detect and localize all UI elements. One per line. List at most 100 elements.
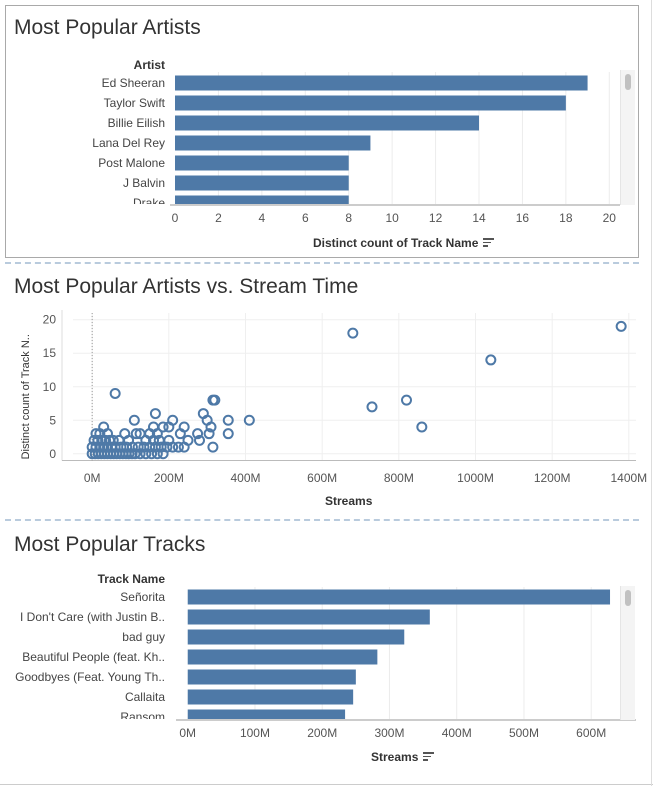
x-tick-label: 0 bbox=[172, 211, 179, 225]
scatter-x-axis-title: Streams bbox=[325, 494, 373, 508]
x-tick-label: 18 bbox=[559, 211, 573, 225]
x-tick-label: 500M bbox=[509, 726, 539, 740]
category-label: Billie Eilish bbox=[108, 116, 165, 130]
category-label: Taylor Swift bbox=[104, 96, 166, 110]
x-tick-label: 20 bbox=[603, 211, 617, 225]
category-label: Callaita bbox=[125, 690, 165, 704]
scatter-point bbox=[174, 428, 186, 440]
bar bbox=[175, 155, 349, 171]
x-tick-label: 10 bbox=[385, 211, 399, 225]
x-tick-label: 300M bbox=[374, 726, 404, 740]
x-tick-label: 600M bbox=[307, 471, 337, 485]
scatter-point bbox=[205, 421, 217, 433]
panel-divider bbox=[5, 519, 639, 521]
bar bbox=[187, 629, 405, 645]
y-tick-label: 10 bbox=[43, 380, 57, 394]
tracks-scrollbar-thumb[interactable] bbox=[625, 590, 631, 606]
x-tick-label: 200M bbox=[307, 726, 337, 740]
scatter-point bbox=[134, 448, 146, 460]
bar bbox=[187, 689, 354, 705]
scatter-point bbox=[149, 408, 161, 420]
scatter-point bbox=[90, 428, 102, 440]
artists-scrollbar[interactable] bbox=[620, 70, 635, 205]
artists-scrollbar-thumb[interactable] bbox=[625, 74, 631, 90]
x-tick-label: 12 bbox=[429, 211, 443, 225]
scatter-point bbox=[615, 320, 627, 332]
bar bbox=[187, 589, 611, 605]
scatter-point bbox=[347, 327, 359, 339]
bar bbox=[175, 195, 349, 204]
scatter-point bbox=[366, 401, 378, 413]
x-tick-label: 200M bbox=[154, 471, 184, 485]
scatter-point bbox=[222, 428, 234, 440]
scatter-point bbox=[485, 354, 497, 366]
scatter-point bbox=[192, 428, 204, 440]
category-label: Post Malone bbox=[98, 156, 165, 170]
scatter-panel-title: Most Popular Artists vs. Stream Time bbox=[14, 275, 359, 298]
x-tick-label: 0M bbox=[179, 726, 196, 740]
x-tick-label: 6 bbox=[302, 211, 309, 225]
x-tick-label: 0M bbox=[84, 471, 101, 485]
scatter-point bbox=[222, 414, 234, 426]
bar bbox=[175, 115, 479, 131]
artists-x-axis-title[interactable]: Distinct count of Track Name bbox=[313, 236, 495, 250]
scatter-point bbox=[167, 441, 179, 453]
x-tick-label: 14 bbox=[472, 211, 486, 225]
scatter-point bbox=[146, 448, 158, 460]
scatter-point bbox=[130, 428, 142, 440]
scatter-point bbox=[194, 434, 205, 446]
artists-x-axis-label: Distinct count of Track Name bbox=[313, 236, 479, 250]
category-label: Ed Sheeran bbox=[102, 76, 165, 90]
bar-group: Señorita I Don't Care (with Justin B.. bad… bbox=[15, 589, 611, 719]
scatter-point bbox=[129, 448, 141, 460]
bar bbox=[187, 709, 346, 719]
scatter-point bbox=[157, 421, 169, 433]
scatter-point bbox=[102, 428, 113, 440]
artists-bar-chart[interactable]: Artist Ed Sheeran Taylor Swift Billie Eilis… bbox=[0, 0, 653, 265]
tracks-x-axis-title[interactable]: Streams bbox=[371, 750, 435, 764]
scatter-point bbox=[107, 434, 119, 446]
panel-divider bbox=[5, 262, 639, 264]
tracks-scrollbar[interactable] bbox=[620, 586, 635, 720]
x-tick-label: 800M bbox=[384, 471, 414, 485]
bar bbox=[175, 95, 566, 111]
scatter-point bbox=[100, 434, 112, 446]
x-tick-label: 400M bbox=[230, 471, 260, 485]
sort-icon[interactable] bbox=[483, 238, 495, 247]
category-label: Drake bbox=[133, 196, 165, 210]
category-header: Artist bbox=[134, 58, 165, 72]
scatter-point bbox=[109, 387, 121, 399]
scatter-point bbox=[157, 448, 169, 460]
tracks-bar-chart[interactable]: Track Name Señorita I Don't Care (with Jus… bbox=[0, 520, 653, 786]
bar-group: Ed Sheeran Taylor Swift Billie Eilish Lana … bbox=[92, 75, 588, 210]
tracks-x-axis-label: Streams bbox=[371, 750, 419, 764]
category-label: Lana Del Rey bbox=[92, 136, 165, 150]
x-tick-label: 16 bbox=[516, 211, 530, 225]
page-bottom-border bbox=[0, 784, 653, 785]
scatter-point bbox=[128, 414, 140, 426]
scatter-point bbox=[163, 421, 175, 433]
scatter-point bbox=[140, 448, 152, 460]
scatter-point bbox=[243, 414, 255, 426]
y-tick-label: 0 bbox=[49, 447, 56, 461]
bar bbox=[187, 649, 378, 665]
category-label: I Don't Care (with Justin B.. bbox=[20, 610, 165, 624]
bar bbox=[175, 135, 371, 151]
scatter-point bbox=[401, 394, 412, 406]
x-tick-label: 1400M bbox=[610, 471, 647, 485]
x-tick-label: 1200M bbox=[534, 471, 571, 485]
artists-panel-title: Most Popular Artists bbox=[14, 16, 201, 39]
scatter-point bbox=[203, 428, 215, 440]
scatter-point bbox=[92, 434, 104, 446]
sort-icon[interactable] bbox=[423, 752, 435, 761]
x-tick-label: 4 bbox=[259, 211, 266, 225]
artists-panel: Most Popular Artists Artist Ed Sheeran Tay… bbox=[0, 0, 653, 265]
category-header: Track Name bbox=[98, 572, 166, 586]
bar bbox=[187, 609, 430, 625]
scatter-panel: Most Popular Artists vs. Stream Time 0 5 1… bbox=[0, 265, 653, 520]
scatter-point bbox=[207, 441, 219, 453]
bar bbox=[175, 175, 349, 191]
x-tick-label: 8 bbox=[345, 211, 352, 225]
category-label: J Balvin bbox=[123, 176, 165, 190]
